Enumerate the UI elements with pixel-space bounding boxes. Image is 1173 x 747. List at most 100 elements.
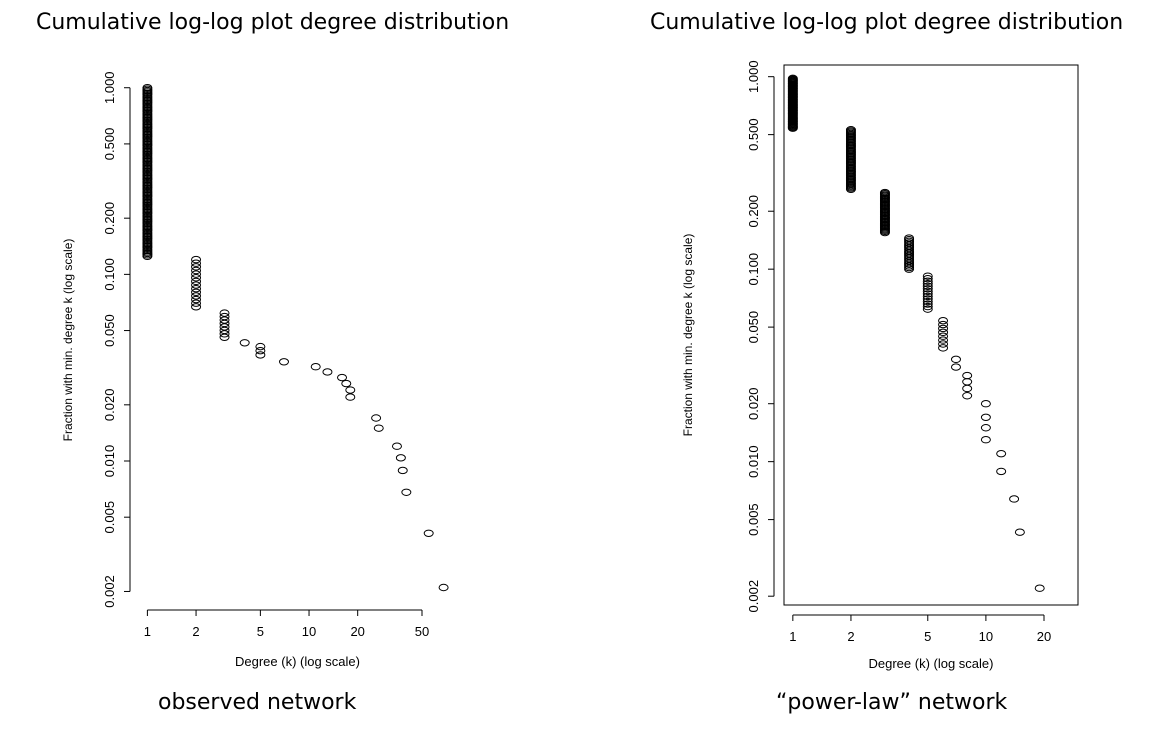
chart-caption: observed network xyxy=(158,690,357,715)
x-tick-label: 2 xyxy=(192,624,199,639)
data-point xyxy=(423,529,434,537)
data-point xyxy=(904,234,915,242)
data-point xyxy=(219,309,230,317)
data-point xyxy=(191,270,202,278)
data-point xyxy=(980,436,991,444)
data-point xyxy=(401,488,412,496)
data-point xyxy=(255,342,266,351)
data-point xyxy=(438,583,449,592)
data-point xyxy=(191,295,202,304)
data-point xyxy=(922,302,933,311)
x-axis-label: Degree (k) (log scale) xyxy=(235,654,360,669)
data-point xyxy=(922,300,933,308)
chart-title: Cumulative log-log plot degree distribut… xyxy=(36,10,510,35)
data-point xyxy=(191,277,202,286)
data-point xyxy=(922,272,933,280)
x-tick-label: 1 xyxy=(144,624,151,639)
data-point xyxy=(938,316,949,325)
data-point xyxy=(142,84,153,92)
data-point xyxy=(922,292,933,301)
x-tick-label: 10 xyxy=(979,629,993,644)
data-point xyxy=(962,384,973,393)
data-point xyxy=(395,454,406,462)
y-tick-label: 0.500 xyxy=(746,118,761,151)
data-point xyxy=(322,368,333,376)
y-tick-label: 0.010 xyxy=(746,445,761,478)
data-point xyxy=(191,281,202,289)
x-tick-label: 1 xyxy=(789,629,796,644)
data-point xyxy=(191,259,202,267)
data-point xyxy=(787,74,798,83)
data-point xyxy=(219,326,230,335)
data-point xyxy=(255,346,266,355)
data-point xyxy=(922,290,933,298)
data-point xyxy=(922,277,933,285)
data-point xyxy=(219,330,230,338)
data-point xyxy=(278,358,289,366)
data-point xyxy=(938,344,949,352)
y-tick-label: 0.002 xyxy=(102,575,117,608)
data-point xyxy=(938,336,949,344)
data-point xyxy=(950,363,961,371)
data-point xyxy=(191,292,202,300)
data-point xyxy=(371,414,382,422)
y-tick-label: 0.010 xyxy=(102,445,117,478)
data-point xyxy=(922,305,933,313)
data-point xyxy=(239,339,250,347)
data-point xyxy=(219,316,230,324)
data-point xyxy=(1014,528,1025,536)
y-tick-label: 0.500 xyxy=(102,128,117,161)
x-tick-label: 10 xyxy=(302,624,316,639)
x-tick-label: 20 xyxy=(350,624,364,639)
data-point xyxy=(191,255,202,264)
chart-title: Cumulative log-log plot degree distribut… xyxy=(650,10,1124,35)
data-point xyxy=(191,288,202,296)
data-point xyxy=(191,263,202,271)
data-point xyxy=(191,274,202,282)
data-point xyxy=(922,287,933,296)
data-point xyxy=(341,379,352,388)
data-point xyxy=(345,386,356,394)
y-tick-label: 0.005 xyxy=(102,501,117,534)
y-tick-label: 0.100 xyxy=(746,253,761,286)
y-tick-label: 0.050 xyxy=(746,311,761,344)
data-point xyxy=(191,266,202,275)
chart-caption: “power-law” network xyxy=(776,690,1008,715)
data-point xyxy=(397,466,408,475)
y-tick-label: 0.100 xyxy=(102,258,117,291)
data-point xyxy=(922,282,933,290)
x-axis-label: Degree (k) (log scale) xyxy=(869,656,994,671)
data-point xyxy=(938,320,949,329)
data-point xyxy=(373,424,384,432)
y-tick-label: 0.050 xyxy=(102,314,117,347)
data-point xyxy=(879,188,890,197)
data-point xyxy=(938,332,949,340)
data-point xyxy=(219,312,230,321)
y-axis-label: Fraction with min. degree k (log scale) xyxy=(681,234,695,437)
data-point xyxy=(191,284,202,293)
y-tick-label: 0.200 xyxy=(102,202,117,235)
data-point xyxy=(938,328,949,337)
x-tick-label: 5 xyxy=(257,624,264,639)
data-point xyxy=(962,378,973,386)
data-point xyxy=(922,295,933,303)
y-axis-label: Fraction with min. degree k (log scale) xyxy=(61,239,75,442)
y-tick-label: 1.000 xyxy=(746,60,761,93)
y-tick-label: 0.002 xyxy=(746,580,761,613)
data-point xyxy=(845,126,856,134)
data-point xyxy=(1009,495,1020,503)
y-tick-label: 0.020 xyxy=(102,389,117,422)
data-point xyxy=(950,355,961,364)
data-point xyxy=(962,371,973,380)
data-point xyxy=(337,373,348,382)
data-point xyxy=(938,324,949,333)
plot-frame xyxy=(783,64,1079,606)
x-tick-label: 20 xyxy=(1037,629,1051,644)
data-point xyxy=(980,413,991,421)
data-point xyxy=(345,393,356,401)
y-tick-label: 0.200 xyxy=(746,195,761,228)
y-tick-label: 0.020 xyxy=(746,387,761,420)
data-point xyxy=(219,333,230,342)
data-point xyxy=(962,392,973,400)
data-point xyxy=(922,285,933,293)
